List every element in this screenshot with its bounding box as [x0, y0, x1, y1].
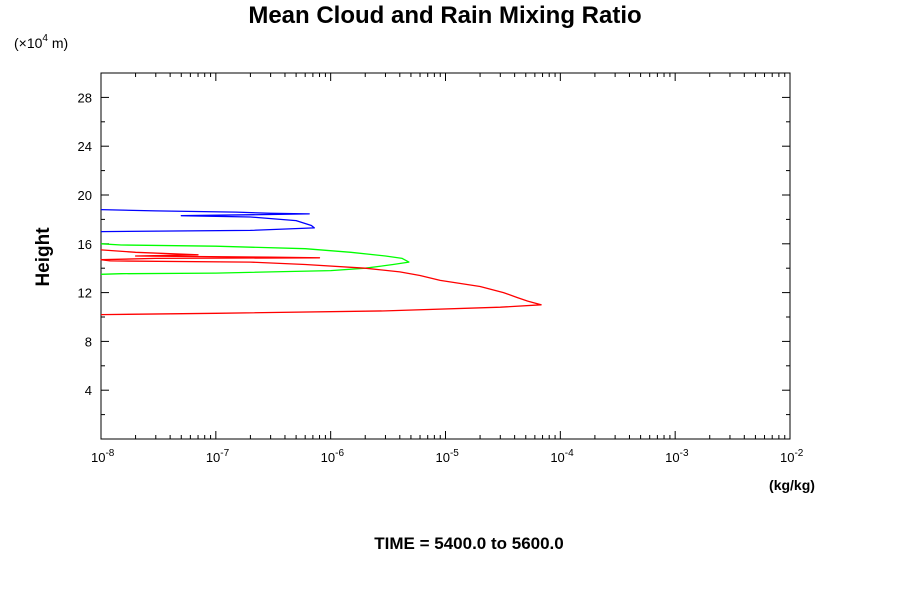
y-multiplier-prefix: (×10: [14, 35, 43, 51]
y-tick-label: 4: [85, 383, 92, 398]
x-tick-label: 10-2: [780, 448, 804, 465]
x-tick-labels: 10-8 10-7 10-6 10-5 10-4 10-3 10-2: [91, 448, 804, 465]
x-tick-exponent: -3: [680, 448, 689, 459]
x-tick-base: 10: [321, 450, 335, 465]
time-range-label: TIME = 5400.0 to 5600.0: [374, 534, 563, 553]
y-tick-labels: 4 8 12 16 20 24 28: [78, 90, 92, 398]
axis-ticks: [100, 73, 791, 439]
y-tick-label: 12: [78, 286, 92, 301]
series-lines: [100, 208, 542, 316]
x-tick-label: 10-7: [206, 448, 230, 465]
x-tick-base: 10: [91, 450, 105, 465]
y-multiplier-unit: m): [48, 35, 68, 51]
x-tick-label: 10-6: [321, 448, 345, 465]
y-multiplier: (×104 m): [14, 33, 68, 51]
y-multiplier-exponent: 4: [42, 33, 48, 44]
series-line-1: [100, 208, 315, 233]
x-tick-exponent: -2: [794, 448, 803, 459]
x-axis-label: (kg/kg): [769, 477, 815, 493]
y-tick-label: 20: [78, 188, 92, 203]
x-tick-label: 10-4: [550, 448, 574, 465]
x-tick-exponent: -7: [220, 448, 229, 459]
x-tick-label: 10-8: [91, 448, 115, 465]
x-tick-base: 10: [780, 450, 794, 465]
x-tick-base: 10: [436, 450, 450, 465]
x-tick-base: 10: [550, 450, 564, 465]
x-tick-label: 10-3: [665, 448, 689, 465]
y-tick-label: 16: [78, 237, 92, 252]
y-tick-label: 24: [78, 139, 92, 154]
x-tick-exponent: -6: [335, 448, 344, 459]
x-tick-exponent: -4: [565, 448, 574, 459]
x-tick-base: 10: [206, 450, 220, 465]
chart-title: Mean Cloud and Rain Mixing Ratio: [248, 2, 641, 29]
y-tick-label: 28: [78, 90, 92, 105]
x-tick-exponent: -8: [105, 448, 114, 459]
series-line-2: [100, 243, 410, 275]
x-tick-base: 10: [665, 450, 679, 465]
series-line-3: [100, 249, 542, 316]
y-axis-label: Height: [33, 227, 54, 287]
x-tick-exponent: -5: [450, 448, 459, 459]
y-tick-label: 8: [85, 334, 92, 349]
x-tick-label: 10-5: [436, 448, 460, 465]
